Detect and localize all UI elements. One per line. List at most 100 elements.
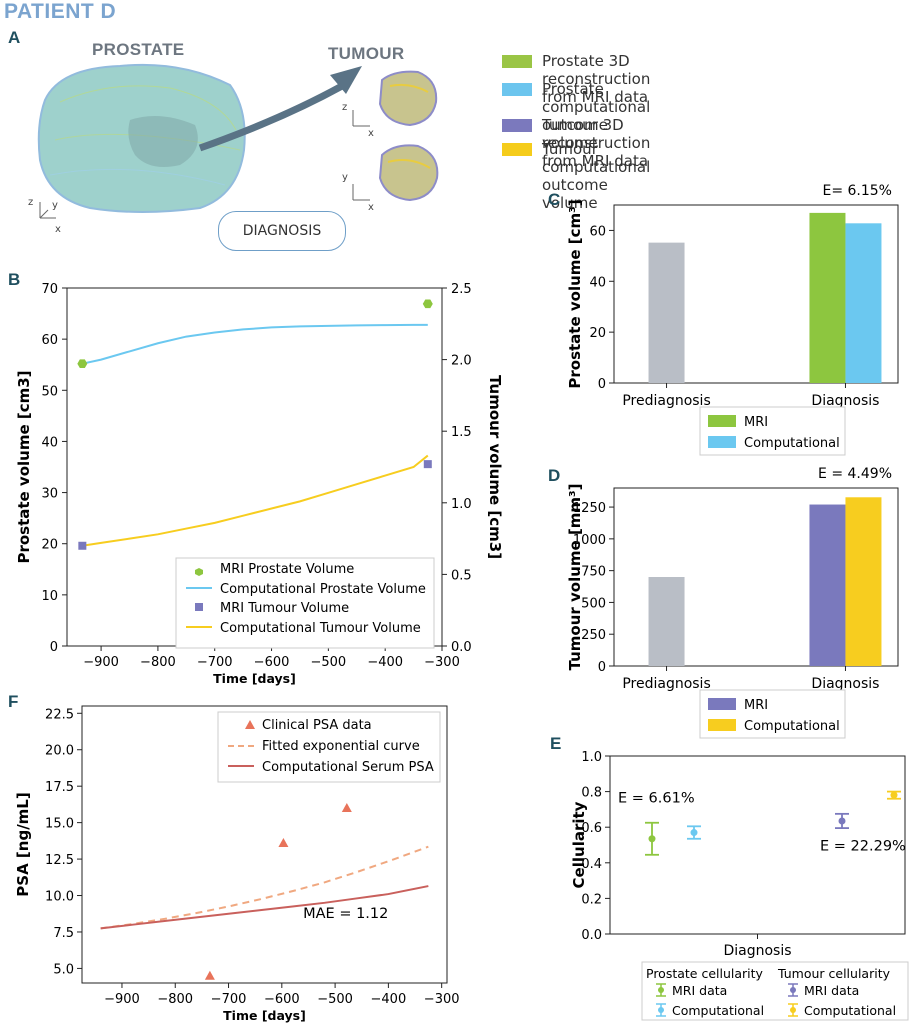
- chart-f-ytick-label: 20.0: [45, 744, 74, 759]
- mri-tumour-point: [423, 460, 432, 469]
- chart-e-ytick-label: 0.6: [581, 821, 602, 836]
- legend-swatch: [502, 143, 532, 156]
- chart-b-ytick-label: 60: [41, 333, 58, 348]
- chart-f-xlabel: Time [days]: [223, 1008, 306, 1023]
- chart-b-ytick-label: 10: [41, 589, 58, 604]
- chart-e-xlabel: Diagnosis: [723, 943, 791, 959]
- prostate-mri-point: [648, 835, 656, 843]
- chart-c: 0 20 40 60 Prediagnosis Diagnosis E= 6.15% Pros…: [566, 183, 899, 456]
- chart-c-ylabel: Prostate volume [cm³]: [566, 199, 584, 388]
- chart-c-ytick-label: 60: [589, 224, 606, 239]
- axis-z-label-top: z: [342, 102, 347, 113]
- chart-e-legend-marker: [788, 983, 798, 997]
- panel-label-f: F: [8, 692, 19, 711]
- chart-f-legend-label: Fitted exponential curve: [262, 739, 420, 754]
- axes-triad-tumour-top: [352, 110, 370, 127]
- chart-e-legend-title: Prostate cellularity: [646, 966, 764, 981]
- chart-b-legend-marker: [195, 568, 203, 576]
- chart-c-ytick-label: 0: [598, 377, 606, 392]
- panel-label-a: A: [8, 28, 21, 47]
- chart-b-y2tick-label: 2.5: [451, 282, 472, 297]
- chart-f-ytick-label: 10.0: [45, 890, 74, 905]
- mri-tumour-point: [78, 541, 87, 550]
- chart-c-bar-computational: [845, 223, 882, 383]
- chart-e-legend-title: Tumour cellularity: [777, 966, 891, 981]
- chart-b-xtick-label: −500: [311, 655, 347, 670]
- axis-y-label-bottom: y: [342, 172, 348, 183]
- chart-f-xtick-label: −500: [317, 992, 353, 1007]
- chart-c-legend-label: Computational: [744, 436, 840, 451]
- chart-d-ytick-label: 1250: [573, 501, 606, 516]
- chart-b-y2label: Tumour volume [cm3]: [486, 375, 504, 559]
- chart-d-ytick-label: 750: [581, 565, 606, 580]
- panel-label-c: C: [548, 190, 561, 209]
- chart-c-legend-swatch: [708, 415, 736, 427]
- prostate-label: PROSTATE: [92, 40, 185, 59]
- chart-b-y2tick-label: 1.0: [451, 497, 472, 512]
- chart-d-bar-computational: [845, 497, 882, 666]
- axes-triad-tumour-bottom: [352, 184, 370, 201]
- chart-b-legend-label: MRI Prostate Volume: [220, 562, 354, 577]
- chart-d-ytick-label: 1000: [573, 533, 606, 548]
- chart-e-ytick-label: 1.0: [581, 750, 602, 765]
- chart-c-xtick-label: Diagnosis: [811, 393, 879, 409]
- chart-b-y2tick-label: 1.5: [451, 425, 472, 440]
- computational-prostate-line: [82, 323, 428, 365]
- chart-d-xtick-label: Diagnosis: [811, 676, 879, 692]
- chart-b-xtick-label: −600: [254, 655, 290, 670]
- clinical-psa-point: [204, 970, 215, 980]
- chart-e-legend-marker: [656, 1003, 666, 1017]
- chart-b-legend-box: [175, 557, 435, 649]
- chart-e-legend-label: Computational: [672, 1003, 764, 1018]
- panel-label-d: D: [548, 466, 561, 485]
- chart-f-ylabel: PSA [ng/mL]: [14, 792, 32, 896]
- chart-c-ytick-label: 40: [589, 275, 606, 290]
- diagnosis-box: DIAGNOSIS: [218, 211, 346, 251]
- chart-e-legend-marker: [656, 983, 666, 997]
- arrow-shaft: [198, 82, 344, 152]
- page-title: PATIENT D: [4, 0, 117, 23]
- chart-b-ylabel: Prostate volume [cm3]: [15, 370, 33, 563]
- tumour-mesh-bottom: [378, 144, 439, 202]
- chart-b-xtick-label: −900: [83, 655, 119, 670]
- tumour-mri-point: [838, 817, 846, 825]
- mri-prostate-point: [422, 299, 433, 309]
- chart-e-legend-marker: [788, 1003, 798, 1017]
- chart-b-legend-label: MRI Tumour Volume: [220, 601, 349, 616]
- clinical-psa-point: [278, 838, 289, 848]
- chart-d-frame: [613, 487, 899, 667]
- chart-d-bar-mri: [809, 504, 846, 666]
- chart-e-ytick-label: 0.0: [581, 928, 602, 943]
- chart-b-xlabel: Time [days]: [213, 671, 296, 686]
- chart-b-y2tick-label: 2.0: [451, 354, 472, 369]
- mri-prostate-point: [77, 359, 88, 369]
- chart-d-xtick-label: Prediagnosis: [622, 676, 710, 692]
- chart-d-legend-label: Computational: [744, 719, 840, 734]
- chart-b-legend-label: Computational Tumour Volume: [220, 621, 421, 636]
- chart-e: 0.0 0.2 0.4 0.6 0.8 1.0 Diagnosis Cellularity E …: [570, 750, 909, 1021]
- prostate-computational-point: [690, 829, 698, 837]
- chart-f-xtick-label: −300: [424, 992, 460, 1007]
- chart-b-ytick-label: 50: [41, 384, 58, 399]
- fitted-exponential-curve: [100, 845, 429, 930]
- axis-x-label-top: x: [368, 128, 374, 139]
- chart-e-ytick-label: 0.2: [581, 892, 602, 907]
- arrow-head: [330, 66, 362, 94]
- chart-f-legend-label: Clinical PSA data: [262, 718, 372, 733]
- chart-f-ytick-label: 17.5: [45, 780, 74, 795]
- chart-f-ytick-label: 12.5: [45, 853, 74, 868]
- legend-label: Prostate 3D reconstruction from MRI data: [542, 52, 651, 106]
- chart-c-bar-prediagnosis: [648, 242, 685, 383]
- chart-d: 0 250 500 750 1000 1250 Prediagnosis Diagnosis E…: [566, 466, 899, 739]
- chart-e-legend-label: Computational: [804, 1003, 896, 1018]
- chart-e-ytick-label: 0.8: [581, 786, 602, 801]
- chart-f-xtick-label: −800: [157, 992, 193, 1007]
- chart-c-xtick-label: Prediagnosis: [622, 393, 710, 409]
- chart-c-annotation: E= 6.15%: [822, 183, 892, 199]
- chart-f-xtick-label: −600: [264, 992, 300, 1007]
- chart-b-legend-label: Computational Prostate Volume: [220, 582, 426, 597]
- tumour-mesh-top: [378, 70, 438, 127]
- panel-label-b: B: [8, 270, 21, 289]
- prostate-mesh: [37, 63, 246, 213]
- legend-swatch: [502, 55, 532, 68]
